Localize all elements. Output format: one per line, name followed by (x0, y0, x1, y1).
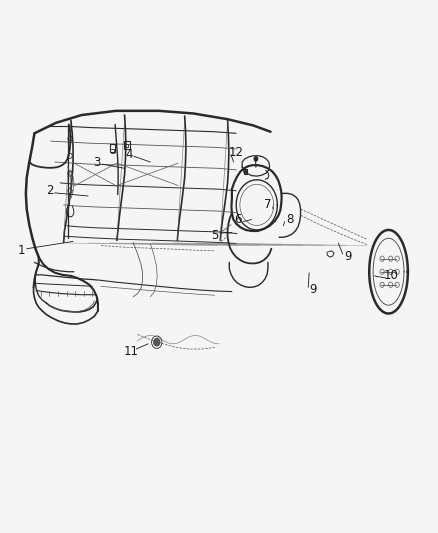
Circle shape (154, 338, 160, 346)
Text: 11: 11 (124, 345, 138, 358)
Text: 3: 3 (93, 156, 100, 168)
Circle shape (244, 169, 247, 174)
Text: 8: 8 (286, 213, 293, 226)
Text: 12: 12 (229, 146, 244, 159)
Text: 1: 1 (18, 244, 25, 257)
Text: 9: 9 (310, 283, 317, 296)
Text: 7: 7 (264, 198, 271, 212)
Text: 2: 2 (46, 184, 53, 197)
Text: 5: 5 (211, 229, 219, 241)
Circle shape (254, 157, 258, 161)
Text: 4: 4 (125, 148, 133, 160)
Text: 10: 10 (383, 269, 398, 282)
Text: 9: 9 (344, 249, 352, 263)
Text: 6: 6 (235, 213, 242, 226)
